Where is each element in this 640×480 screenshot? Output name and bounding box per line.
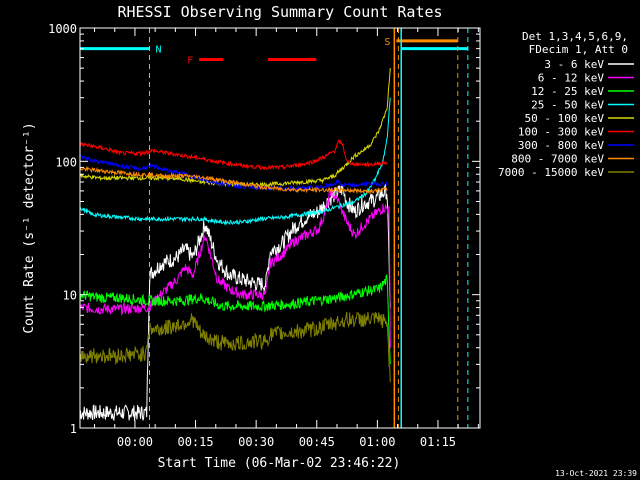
legend-label: 300 - 800 keV	[518, 139, 604, 152]
series-line	[79, 183, 391, 422]
series-line	[79, 187, 391, 348]
legend-label: 100 - 300 keV	[518, 126, 604, 139]
series-layer	[79, 68, 391, 422]
x-axis-label: Start Time (06-Mar-02 23:46:22)	[158, 456, 401, 471]
series-line	[79, 139, 388, 171]
timestamp: 13-Oct-2021 23:39	[555, 469, 637, 478]
legend-label: 25 - 50 keV	[531, 99, 604, 112]
legend-label: 50 - 100 keV	[525, 112, 605, 125]
legend-header-line: FDecim 1, Att 0	[529, 43, 628, 56]
y-axis-label: Count Rate (s⁻¹ detector⁻¹)	[22, 122, 37, 333]
x-axis: 00:00 00:15 00:30 00:45 01:00 01:15	[94, 28, 479, 449]
series-line	[79, 153, 388, 192]
flags-layer: N S F	[80, 28, 469, 428]
flag-label-S: S	[384, 37, 390, 48]
x-tick-label: 00:00	[117, 435, 153, 449]
legend-label: 800 - 7000 keV	[511, 153, 604, 166]
legend-label: 6 - 12 keV	[538, 72, 605, 85]
y-tick-label: 10	[63, 289, 77, 303]
legend-label: 3 - 6 keV	[544, 58, 604, 71]
series-line	[79, 311, 391, 383]
series-line	[79, 166, 388, 195]
y-axis: 1 10 100 1000	[48, 22, 480, 436]
legend-label: 7000 - 15000 keV	[498, 166, 604, 179]
legend-header-line: Det 1,3,4,5,6,9,	[522, 30, 628, 43]
y-tick-label: 1	[70, 422, 77, 436]
flag-label-N: N	[155, 45, 161, 56]
legend: Det 1,3,4,5,6,9,FDecim 1, Att 0 3 - 6 keV…	[498, 30, 634, 179]
plot-frame	[79, 27, 481, 429]
chart-title: RHESSI Observing Summary Count Rates	[117, 3, 442, 21]
series-line	[79, 273, 391, 365]
x-tick-label: 01:00	[359, 435, 395, 449]
y-tick-label: 100	[55, 155, 77, 169]
x-tick-label: 00:30	[238, 435, 274, 449]
y-tick-label: 1000	[48, 22, 77, 36]
flag-label-F: F	[187, 56, 193, 67]
x-tick-label: 01:15	[420, 435, 456, 449]
x-tick-label: 00:15	[177, 435, 213, 449]
legend-label: 12 - 25 keV	[531, 85, 604, 98]
x-tick-label: 00:45	[299, 435, 335, 449]
series-line	[79, 97, 391, 226]
